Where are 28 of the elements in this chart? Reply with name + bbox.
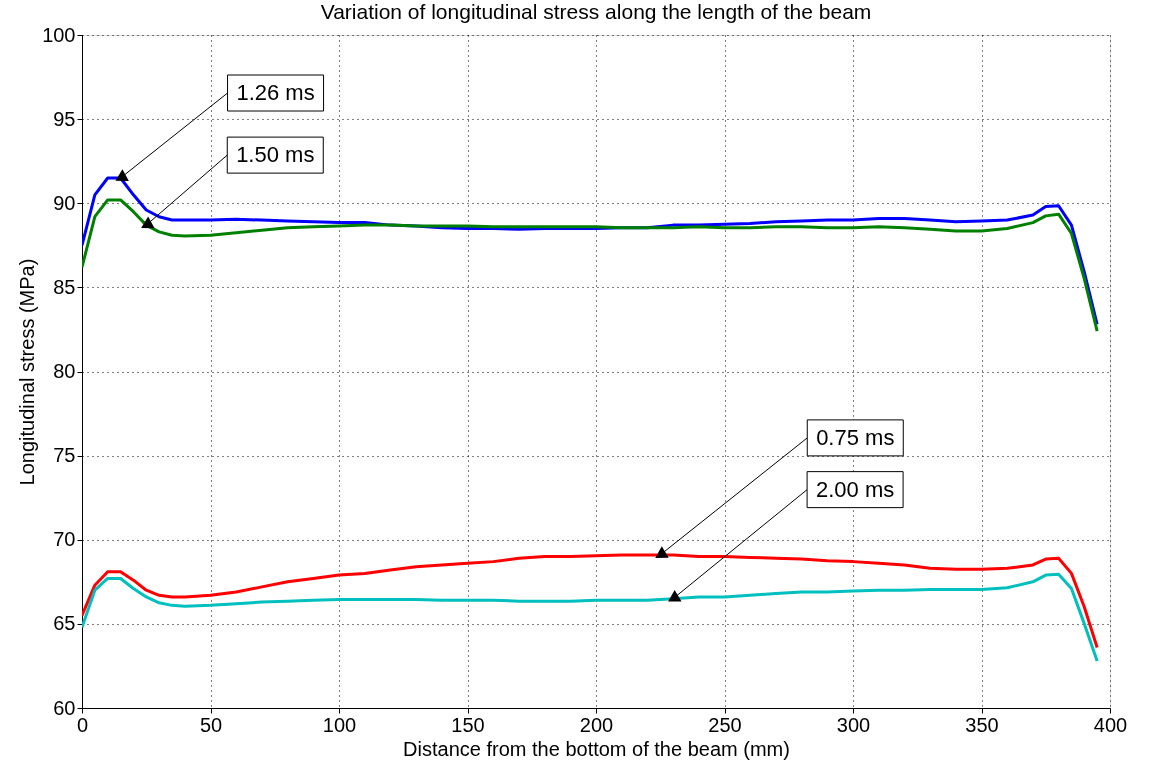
x-tick-label: 150 bbox=[451, 713, 485, 736]
y-tick-label: 95 bbox=[53, 107, 76, 130]
y-tick-label: 75 bbox=[53, 444, 76, 467]
x-axis-title: Distance from the bottom of the beam (mm) bbox=[403, 737, 790, 760]
y-tick-label: 80 bbox=[53, 360, 76, 382]
y-axis-title: Longitudinal stress (MPa) bbox=[16, 258, 39, 486]
y-tick-label: 70 bbox=[53, 528, 76, 551]
chart-title: Variation of longitudinal stress along the length of the beam bbox=[320, 0, 872, 23]
annotation: 1.26 ms bbox=[236, 80, 315, 106]
line-series bbox=[82, 572, 1099, 663]
annotation: 0.75 ms bbox=[816, 424, 895, 450]
y-tick-label: 60 bbox=[53, 696, 76, 719]
y-tick-label: 65 bbox=[53, 612, 76, 635]
annotation: 1.50 ms bbox=[236, 142, 315, 168]
x-tick-label: 200 bbox=[579, 713, 614, 736]
line-series bbox=[82, 553, 1099, 649]
y-tick-label: 85 bbox=[53, 275, 76, 298]
x-tick-label: 350 bbox=[965, 713, 999, 736]
y-tick-label: 100 bbox=[42, 23, 76, 46]
y-tick-label: 90 bbox=[53, 191, 76, 214]
x-tick-label: 50 bbox=[199, 713, 223, 736]
x-tick-label: 300 bbox=[836, 713, 871, 736]
x-tick-label: 0 bbox=[76, 713, 89, 736]
x-tick-label: 400 bbox=[1093, 713, 1128, 736]
x-tick-label: 100 bbox=[322, 713, 357, 736]
line-series bbox=[82, 198, 1099, 333]
annotation: 2.00 ms bbox=[815, 476, 895, 502]
x-tick-label: 250 bbox=[708, 713, 742, 736]
